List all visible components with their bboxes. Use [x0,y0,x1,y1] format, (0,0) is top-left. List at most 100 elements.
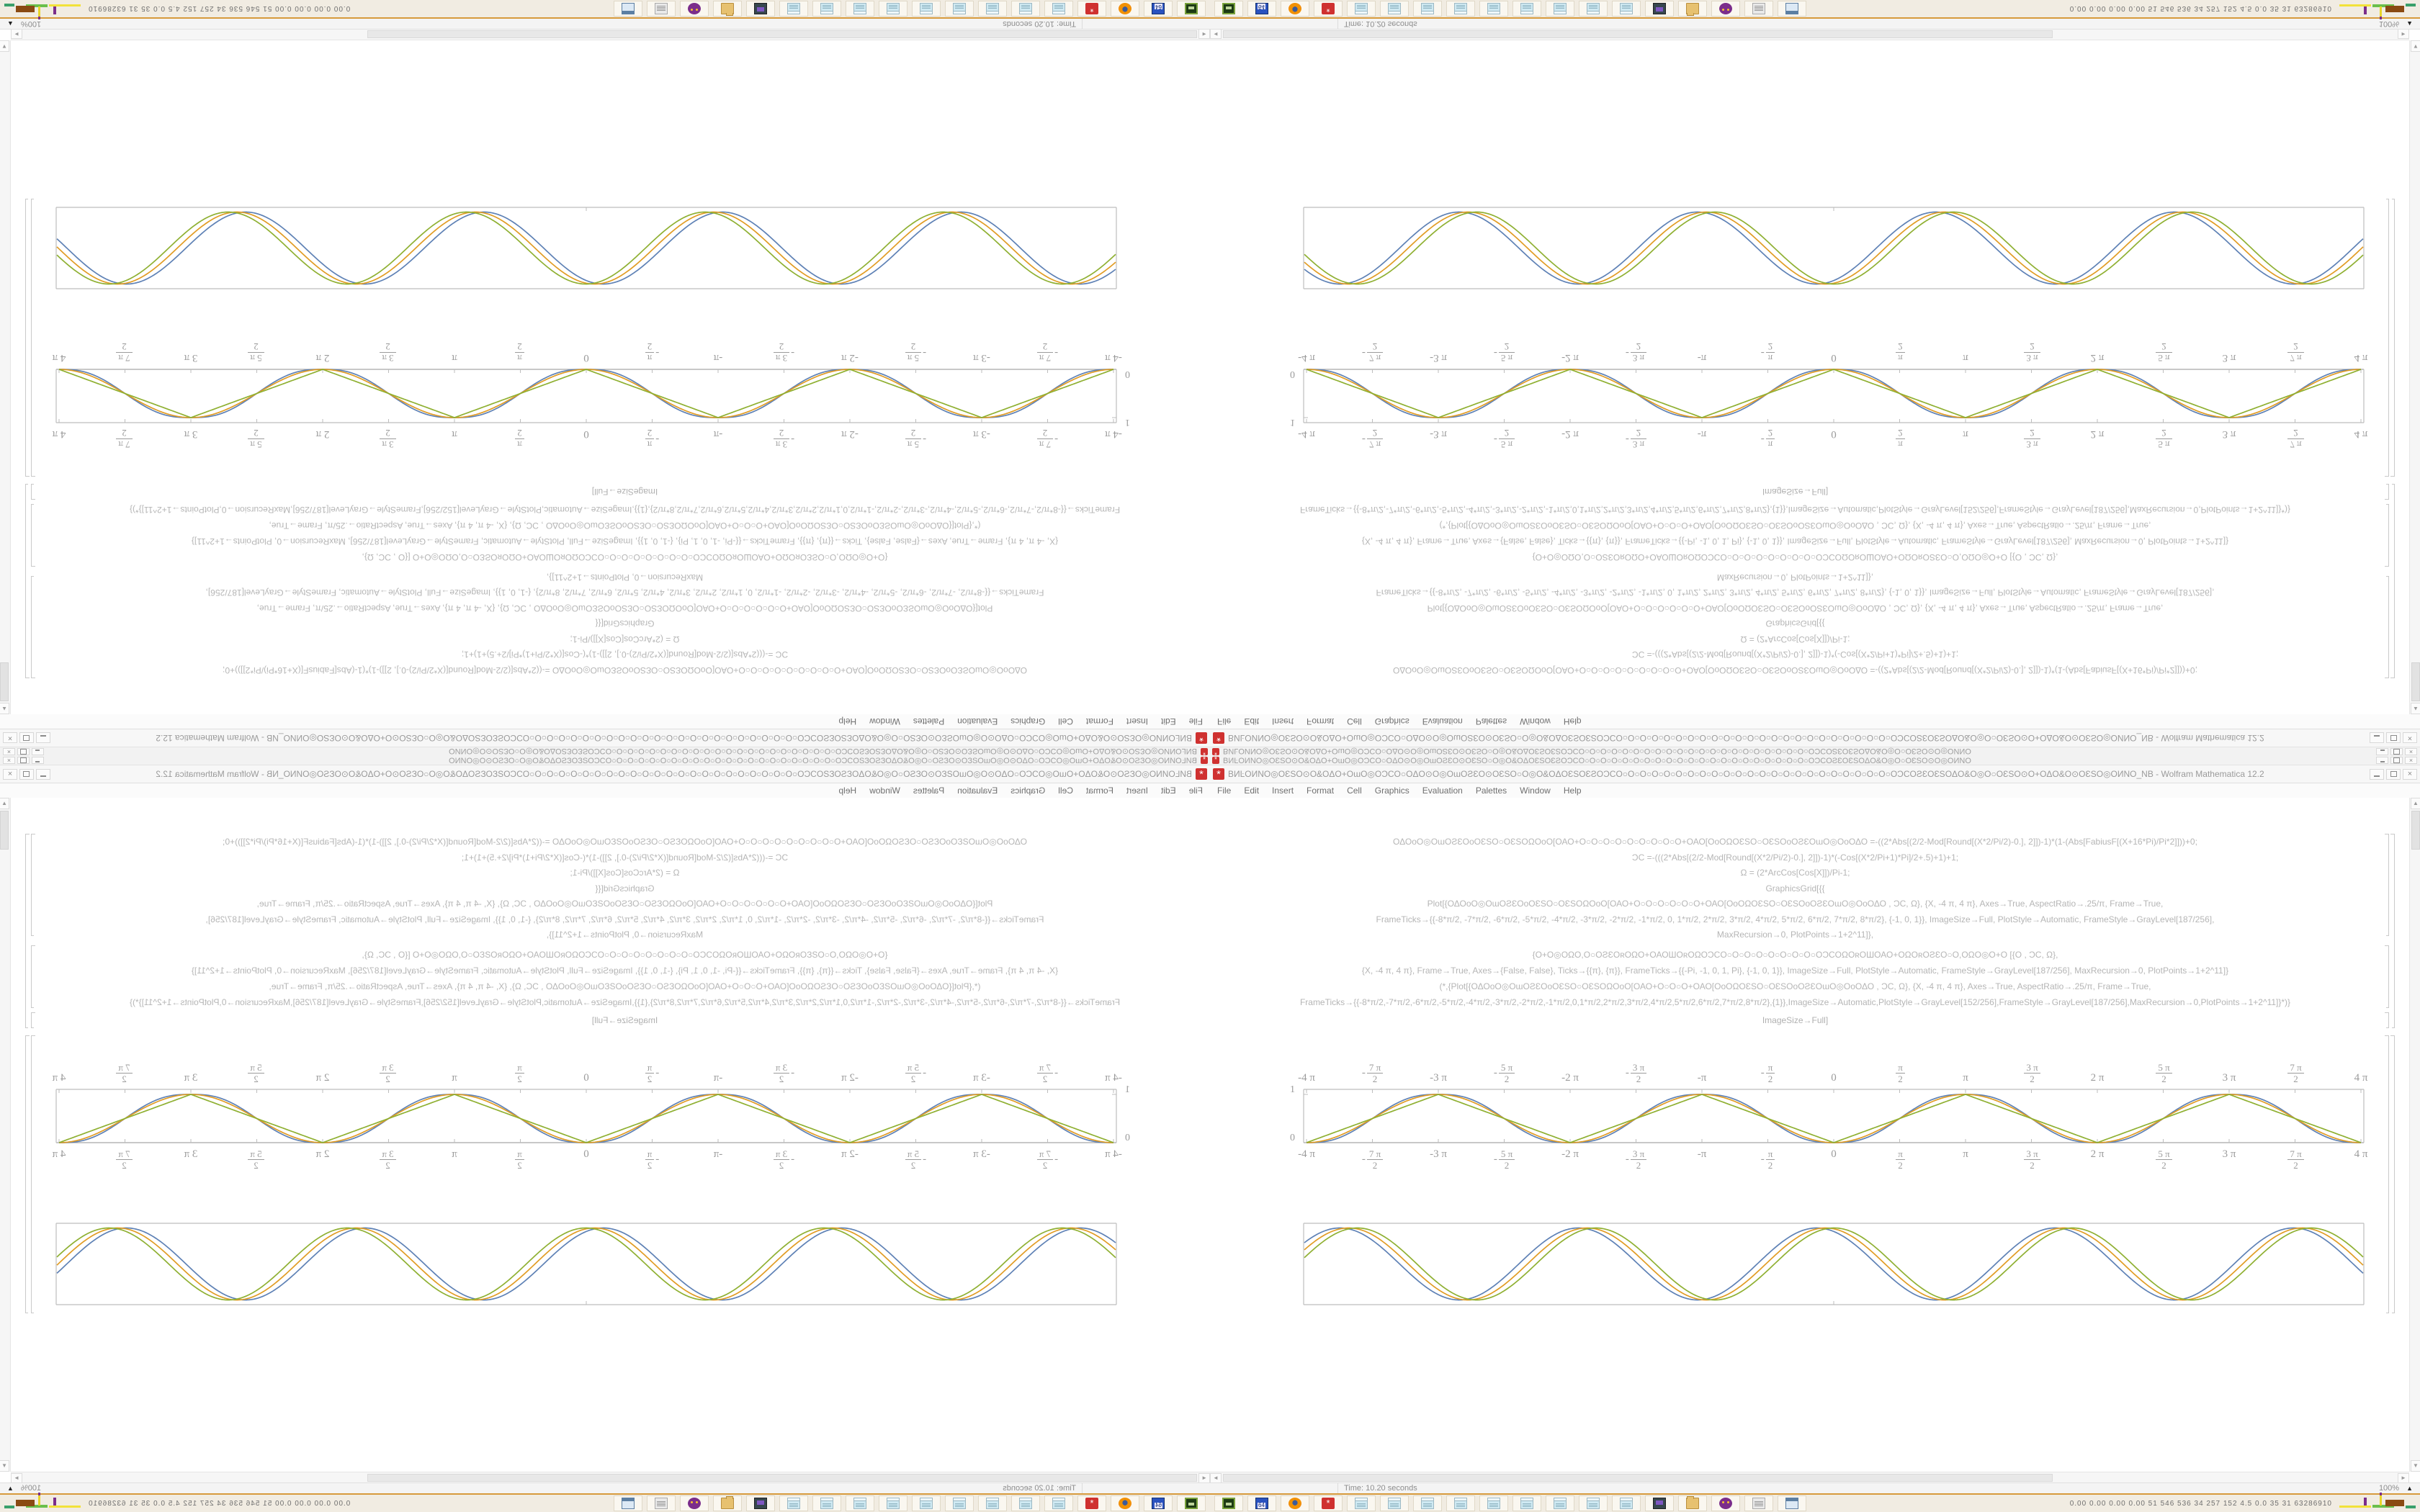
taskbar-button-notepad[interactable] [1044,1,1073,17]
taskbar-button-notepad[interactable] [1512,1,1541,17]
vertical-scroll-thumb[interactable] [0,662,9,701]
minimize-button[interactable] [2376,748,2388,755]
cell-bracket[interactable] [31,504,35,567]
horizontal-scroll-thumb[interactable] [367,1474,1197,1482]
menu-item-palettes[interactable]: Palettes [1475,716,1507,726]
minimize-button[interactable] [36,732,50,744]
cell-bracket[interactable] [2385,504,2389,567]
taskbar-button-notepad[interactable] [978,1,1007,17]
code-b-line[interactable]: (*,{Plot[{ΟΔΟοΟ◎ΟɯΟƧƐΟοΟƐSΟ○ΟƐSΟΩΟοΟ[ΟΑΟ… [269,521,981,531]
code-b-line[interactable]: FrameTicks→{{-8*π/2,-7*π/2,-6*π/2,-5*π/2… [1299,997,2291,1007]
code-b-line[interactable]: {X, -4 π, 4 π}, Frame→True, Axes→{False,… [1361,536,2229,546]
menu-item-window[interactable]: Window [869,716,900,726]
taskbar-button-drive[interactable] [1177,1,1206,17]
menu-item-edit[interactable]: Edit [1160,786,1176,796]
scroll-up-icon[interactable]: ▲ [0,703,9,714]
taskbar-button-gear[interactable]: * [1077,1495,1106,1511]
code-a-line[interactable]: GraphicsGrid[{{ [1765,618,1825,629]
menu-item-cell[interactable]: Cell [1347,716,1362,726]
notebook-canvas[interactable]: ΟΔΟοΟ◎ΟɯΟƧƐΟοΟƐSΟ○ΟƐSΟΩΟοΟ[ΟΑΟ+Ο○Ο○Ο○Ο○Ο… [11,798,1210,1472]
front-window-titlebar[interactable]: * BИĿOИNO◎OƐSO⊙O&OΔO+OɯO◎OƆCO○OΔO⊙O◎OɯOƧ… [0,729,1210,747]
magnification-value[interactable]: 100% [20,1484,42,1493]
cell-bracket[interactable] [2390,484,2395,678]
notebook-canvas[interactable]: ΟΔΟοΟ◎ΟɯΟƧƐΟοΟƐSΟ○ΟƐSΟΩΟοΟ[ΟΑΟ+Ο○Ο○Ο○Ο○Ο… [11,40,1210,714]
cell-bracket[interactable] [2390,834,2395,1028]
code-a-line[interactable]: Ω = (2*ArcCos[Cos[X]])/Pi-1; [1740,868,1850,878]
scroll-left-icon[interactable]: ◄ [1210,1473,1222,1483]
menu-item-graphics[interactable]: Graphics [1374,786,1410,796]
minimize-button[interactable] [32,748,44,755]
taskbar-button-monitor[interactable] [1645,1,1674,17]
vertical-scroll-thumb[interactable] [0,811,9,850]
menu-item-insert[interactable]: Insert [1272,716,1294,726]
vertical-scrollbar[interactable]: ▲ ▼ [2409,40,2420,714]
menu-item-help[interactable]: Help [1563,786,1582,796]
taskbar-button-notepad[interactable] [1011,1495,1040,1511]
taskbar-button-monitor[interactable] [746,1,775,17]
scroll-up-icon[interactable]: ▲ [0,798,9,809]
code-b-line[interactable]: FrameTicks→{{-8*π/2,-7*π/2,-6*π/2,-5*π/2… [1299,505,2291,515]
magnification-caret-icon[interactable]: ▲ [2406,1485,2413,1492]
input-cell-option-line[interactable]: ImageSize→Full] [591,487,658,497]
system-monitor-widget[interactable] [2339,1,2417,19]
cell-bracket[interactable] [31,1012,35,1028]
front-window-titlebar[interactable]: * BИĿOИNO◎OƐSO⊙O&OΔO+OɯO◎OƆCO○OΔO⊙O◎OɯOƧ… [1210,765,2420,783]
menu-item-help[interactable]: Help [838,716,857,726]
taskbar-button-notepad[interactable] [1446,1,1475,17]
code-a-line[interactable]: Plot[{ΟΔΟοΟ◎ΟɯΟƧƐΟοΟƐSΟ○ΟƐSΟΩΟοΟ[ΟΑΟ+Ο○Ο… [1427,603,2164,613]
taskbar-button-notepad[interactable] [1011,1,1040,17]
menu-item-graphics[interactable]: Graphics [1010,716,1046,726]
taskbar-button-floppy[interactable] [1247,1,1276,17]
scroll-left-icon[interactable]: ◄ [1198,1473,1210,1483]
menu-item-cell[interactable]: Cell [1347,786,1362,796]
taskbar-button-notepad[interactable] [1546,1,1574,17]
menu-item-help[interactable]: Help [838,786,857,796]
menu-item-edit[interactable]: Edit [1160,716,1176,726]
background-window-titlebar[interactable]: * BИĿOИNO◎OƐSO⊙O&OΔO+OɯO◎OƆCO○OΔO⊙O◎OɯOƧ… [1210,756,2420,765]
menu-item-cell[interactable]: Cell [1058,716,1073,726]
taskbar-button-notepad[interactable] [846,1,874,17]
close-button[interactable]: × [2405,748,2417,755]
code-a-line[interactable]: Ω = (2*ArcCos[Cos[X]])/Pi-1; [1740,634,1850,644]
taskbar-button-drive[interactable] [1177,1495,1206,1511]
taskbar-button-drive[interactable] [1214,1,1243,17]
close-button[interactable]: × [3,757,15,764]
cell-bracket[interactable] [31,834,35,936]
menu-item-file[interactable]: File [1188,786,1203,796]
taskbar-button-notepad[interactable] [1579,1,1608,17]
scroll-left-icon[interactable]: ◄ [1210,29,1222,39]
menu-item-window[interactable]: Window [869,786,900,796]
magnification-value[interactable]: 100% [2378,1484,2400,1493]
taskbar-button-scroll[interactable] [1744,1,1773,17]
horizontal-scroll-thumb[interactable] [367,30,1197,38]
taskbar-button-notepad[interactable] [1612,1495,1641,1511]
menu-item-graphics[interactable]: Graphics [1374,716,1410,726]
minimize-button[interactable] [2370,732,2384,744]
magnification-caret-icon[interactable]: ▲ [2406,20,2413,27]
background-window-titlebar[interactable]: * BИĿOИNO◎OƐSO⊙O&OΔO+OɯO◎OƆCO○OΔO⊙O◎OɯOƧ… [0,747,1210,756]
menu-item-cell[interactable]: Cell [1058,786,1073,796]
vertical-scrollbar[interactable]: ▲ ▼ [2409,798,2420,1472]
taskbar-button-notepad[interactable] [1413,1495,1442,1511]
code-b-line[interactable]: (*,{Plot[{ΟΔΟοΟ◎ΟɯΟƧƐΟοΟƐSΟ○ΟƐSΟΩΟοΟ[ΟΑΟ… [1439,981,2151,991]
taskbar-button-window[interactable] [1778,1,1806,17]
taskbar-button-notepad[interactable] [945,1495,974,1511]
menu-item-evaluation[interactable]: Evaluation [1422,786,1463,796]
scroll-down-icon[interactable]: ▼ [0,1460,9,1472]
menu-item-format[interactable]: Format [1307,786,1335,796]
menu-item-graphics[interactable]: Graphics [1010,786,1046,796]
taskbar-button-notepad[interactable] [812,1,841,17]
restore-button[interactable] [19,768,34,780]
notebook-canvas[interactable]: ΟΔΟοΟ◎ΟɯΟƧƐΟοΟƐSΟ○ΟƐSΟΩΟοΟ[ΟΑΟ+Ο○Ο○Ο○Ο○Ο… [1210,40,2409,714]
magnification-value[interactable]: 100% [20,19,42,28]
cell-bracket[interactable] [2385,199,2389,477]
taskbar-button-notepad[interactable] [846,1495,874,1511]
code-b-line[interactable]: {Ο+Ο◎ΟΩΟ,Ο○ΟƧƐΟʀΟΩΟ+ΟΑΟШΟʀΟΩΟƆCΟ○Ο○Ο○Ο○Ο… [1532,552,2058,562]
close-button[interactable]: × [2403,732,2417,744]
scroll-right-icon[interactable]: ► [2398,1473,2409,1483]
taskbar-button-window[interactable] [614,1495,642,1511]
code-a-line[interactable]: Plot[{ΟΔΟοΟ◎ΟɯΟƧƐΟοΟƐSΟ○ΟƐSΟΩΟοΟ[ΟΑΟ+Ο○Ο… [1427,899,2164,909]
cell-bracket[interactable] [2385,576,2389,678]
taskbar-button-notepad[interactable] [1380,1495,1409,1511]
code-a-line[interactable]: ΟΔΟοΟ◎ΟɯΟƧƐΟοΟƐSΟ○ΟƐSΟΩΟοΟ[ΟΑΟ+Ο○Ο○Ο○Ο○Ο… [1393,665,2197,675]
